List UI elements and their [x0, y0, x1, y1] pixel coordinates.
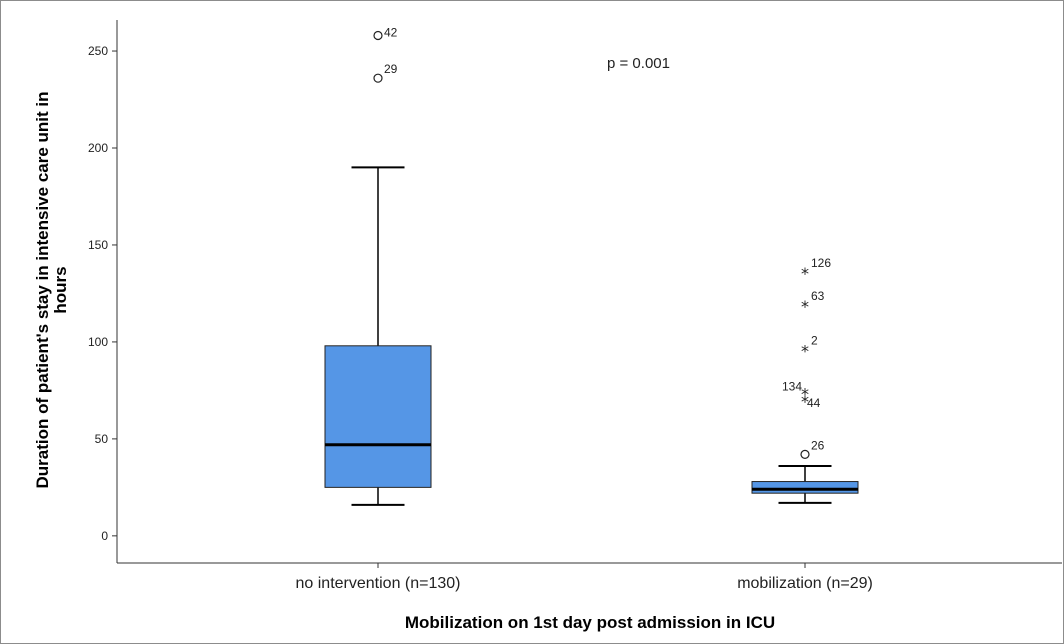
- outlier-label: 63: [811, 289, 825, 303]
- outlier-circle: [800, 449, 810, 459]
- outlier-star: *: [801, 297, 809, 316]
- outlier-star: *: [801, 342, 809, 361]
- y-tick-label: 150: [88, 238, 108, 252]
- outlier-star: *: [801, 384, 809, 403]
- x-axis: no intervention (n=130) mobilization (n=2…: [117, 562, 1062, 592]
- p-value-annotation: p = 0.001: [607, 55, 670, 72]
- box-iqr: [324, 345, 432, 488]
- outlier-label: 26: [811, 438, 825, 452]
- outlier-star: *: [801, 392, 809, 411]
- outlier-label: 44: [807, 396, 821, 410]
- y-axis-title-line-1: Duration of patient's stay in intensive …: [33, 91, 52, 488]
- y-axis-title-line-2: hours: [51, 266, 70, 313]
- box-group: 29 42: [324, 26, 432, 506]
- outlier-label: 42: [384, 26, 398, 40]
- outlier-label: 29: [384, 62, 398, 76]
- x-tick-label: mobilization (n=29): [737, 575, 873, 592]
- y-tick-label: 250: [88, 44, 108, 58]
- y-tick-label: 50: [95, 432, 109, 446]
- x-axis-title: Mobilization on 1st day post admission i…: [405, 613, 775, 632]
- box-group: 26*44*134*2*63*126: [751, 256, 859, 504]
- outlier-star: *: [801, 264, 809, 283]
- box-iqr: [751, 481, 859, 494]
- y-axis: 0 50 100 150 200 250: [88, 20, 118, 563]
- outlier-label: 134: [782, 379, 802, 393]
- y-tick-label: 200: [88, 141, 108, 155]
- outlier-circle: [373, 73, 383, 83]
- y-tick-label: 0: [101, 529, 108, 543]
- outlier-label: 126: [811, 256, 831, 270]
- x-tick-label: no intervention (n=130): [296, 575, 461, 592]
- outlier-circle: [373, 30, 383, 41]
- y-tick-label: 100: [88, 335, 108, 349]
- outlier-label: 2: [811, 334, 818, 348]
